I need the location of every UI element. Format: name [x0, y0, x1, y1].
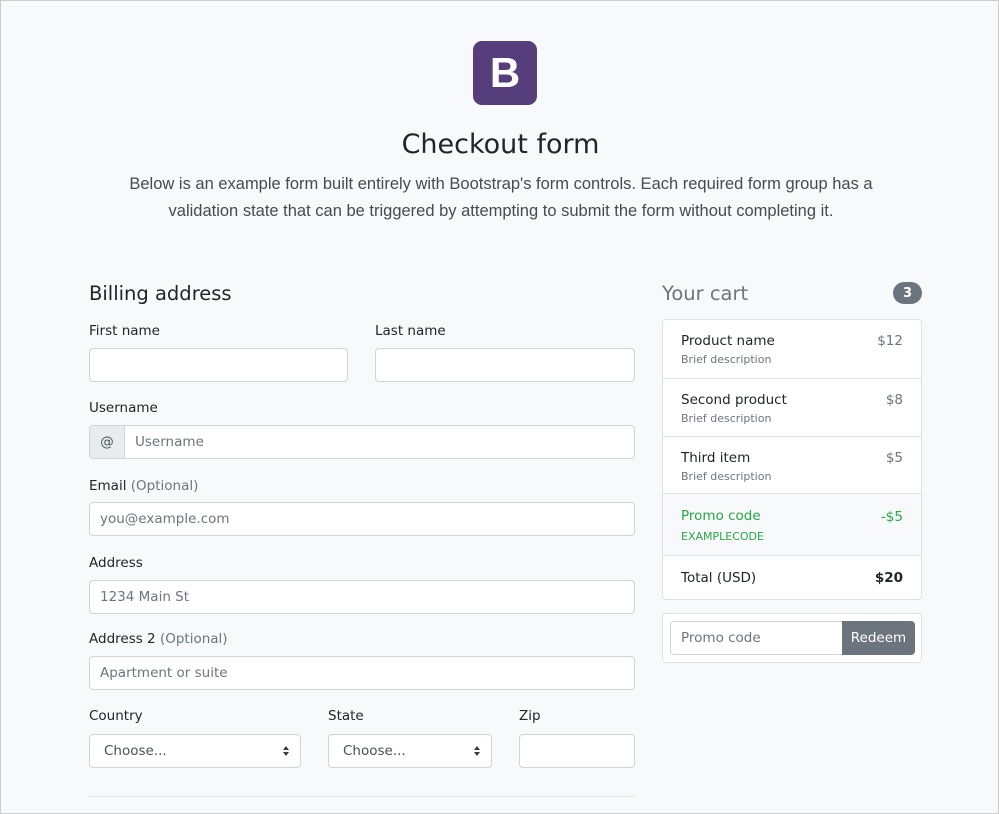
address2-label-text: Address 2 — [89, 631, 156, 647]
cart-total: Total (USD) $20 — [663, 555, 921, 599]
item-desc: Brief description — [681, 470, 772, 483]
promo-code: EXAMPLECODE — [681, 530, 764, 543]
promo-code-input[interactable]: Promo code — [670, 621, 845, 655]
address2-label: Address 2 (Optional) — [89, 631, 228, 647]
total-label: Total (USD) — [681, 569, 757, 586]
item-price: $12 — [877, 333, 903, 349]
item-desc: Brief description — [681, 353, 772, 366]
bootstrap-logo: B — [473, 41, 537, 105]
cart-heading: Your cart — [662, 282, 749, 305]
first-name-input[interactable] — [89, 348, 348, 382]
cart-count-badge: 3 — [893, 282, 922, 304]
divider — [89, 796, 635, 797]
country-select[interactable]: Choose... — [89, 734, 301, 768]
first-name-label: First name — [89, 323, 160, 339]
cart-list: Product name Brief description $12 Second … — [662, 319, 922, 600]
item-price: $5 — [885, 450, 903, 466]
item-name: Product name — [681, 333, 775, 349]
username-label: Username — [89, 400, 158, 416]
address2-input[interactable]: Apartment or suite — [89, 656, 635, 690]
optional-note: (Optional) — [159, 631, 228, 647]
state-label: State — [328, 708, 364, 724]
username-prefix: @ — [89, 425, 125, 459]
promo-form: Promo code Redeem — [662, 613, 922, 663]
promo-item: Promo code EXAMPLECODE -$5 — [663, 493, 921, 555]
select-arrows-icon — [283, 746, 289, 756]
promo-price: -$5 — [880, 509, 903, 525]
total-value: $20 — [874, 569, 903, 586]
item-name: Second product — [681, 392, 787, 408]
cart-item: Second product Brief description $8 — [663, 378, 921, 436]
cart-item: Third item Brief description $5 — [663, 436, 921, 493]
promo-name: Promo code — [681, 508, 761, 524]
email-label-text: Email — [89, 478, 127, 494]
page-title: Checkout form — [401, 129, 600, 160]
country-value: Choose... — [104, 743, 167, 759]
zip-input[interactable] — [519, 734, 635, 768]
item-desc: Brief description — [681, 412, 772, 425]
item-name: Third item — [681, 450, 751, 466]
state-select[interactable]: Choose... — [328, 734, 492, 768]
address-input[interactable]: 1234 Main St — [89, 580, 635, 614]
country-label: Country — [89, 708, 143, 724]
last-name-label: Last name — [375, 323, 446, 339]
page-lead: Below is an example form built entirely … — [129, 175, 873, 220]
redeem-button[interactable]: Redeem — [842, 621, 915, 655]
select-arrows-icon — [474, 746, 480, 756]
address-label: Address — [89, 555, 143, 571]
billing-heading: Billing address — [89, 282, 232, 305]
optional-note: (Optional) — [130, 478, 199, 494]
last-name-input[interactable] — [375, 348, 635, 382]
email-label: Email (Optional) — [89, 478, 198, 494]
state-value: Choose... — [343, 743, 406, 759]
item-price: $8 — [885, 392, 903, 408]
cart-item: Product name Brief description $12 — [663, 320, 921, 378]
zip-label: Zip — [519, 708, 541, 724]
username-input[interactable]: Username — [124, 425, 635, 459]
email-input[interactable]: you@example.com — [89, 502, 635, 536]
